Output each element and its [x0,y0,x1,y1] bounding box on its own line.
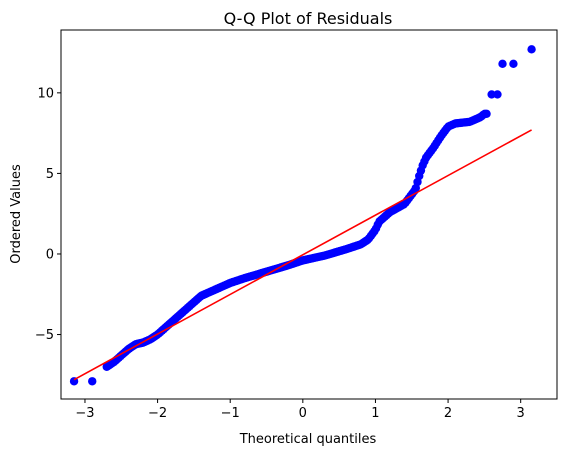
x-tick-label: −3 [75,406,94,421]
x-tick-label: 2 [444,406,452,421]
data-point [88,377,97,386]
data-point [509,59,518,69]
data-point [482,109,491,118]
x-tick-label: 3 [517,406,525,421]
x-tick-label: 1 [371,406,379,421]
y-tick-label: 0 [46,247,54,262]
data-point [498,59,507,69]
reference-line [73,129,532,381]
data-point [527,45,536,54]
data-point [493,90,502,99]
x-axis-ticks: −3 −2 −1 0 1 2 3 [75,399,525,421]
y-axis-ticks: −5 0 5 10 [35,86,61,343]
x-tick-label: −2 [148,406,167,421]
data-points [69,45,536,386]
x-tick-label: 0 [299,406,307,421]
plot-area [60,29,558,400]
y-tick-label: 10 [37,86,54,101]
y-tick-label: −5 [35,328,54,343]
x-tick-label: −1 [221,406,240,421]
x-axis-label: Theoretical quantiles [239,432,377,447]
y-axis-label: Ordered Values [9,164,24,264]
data-point [487,90,496,99]
chart-title: Q-Q Plot of Residuals [224,9,393,28]
y-tick-label: 5 [46,167,54,182]
